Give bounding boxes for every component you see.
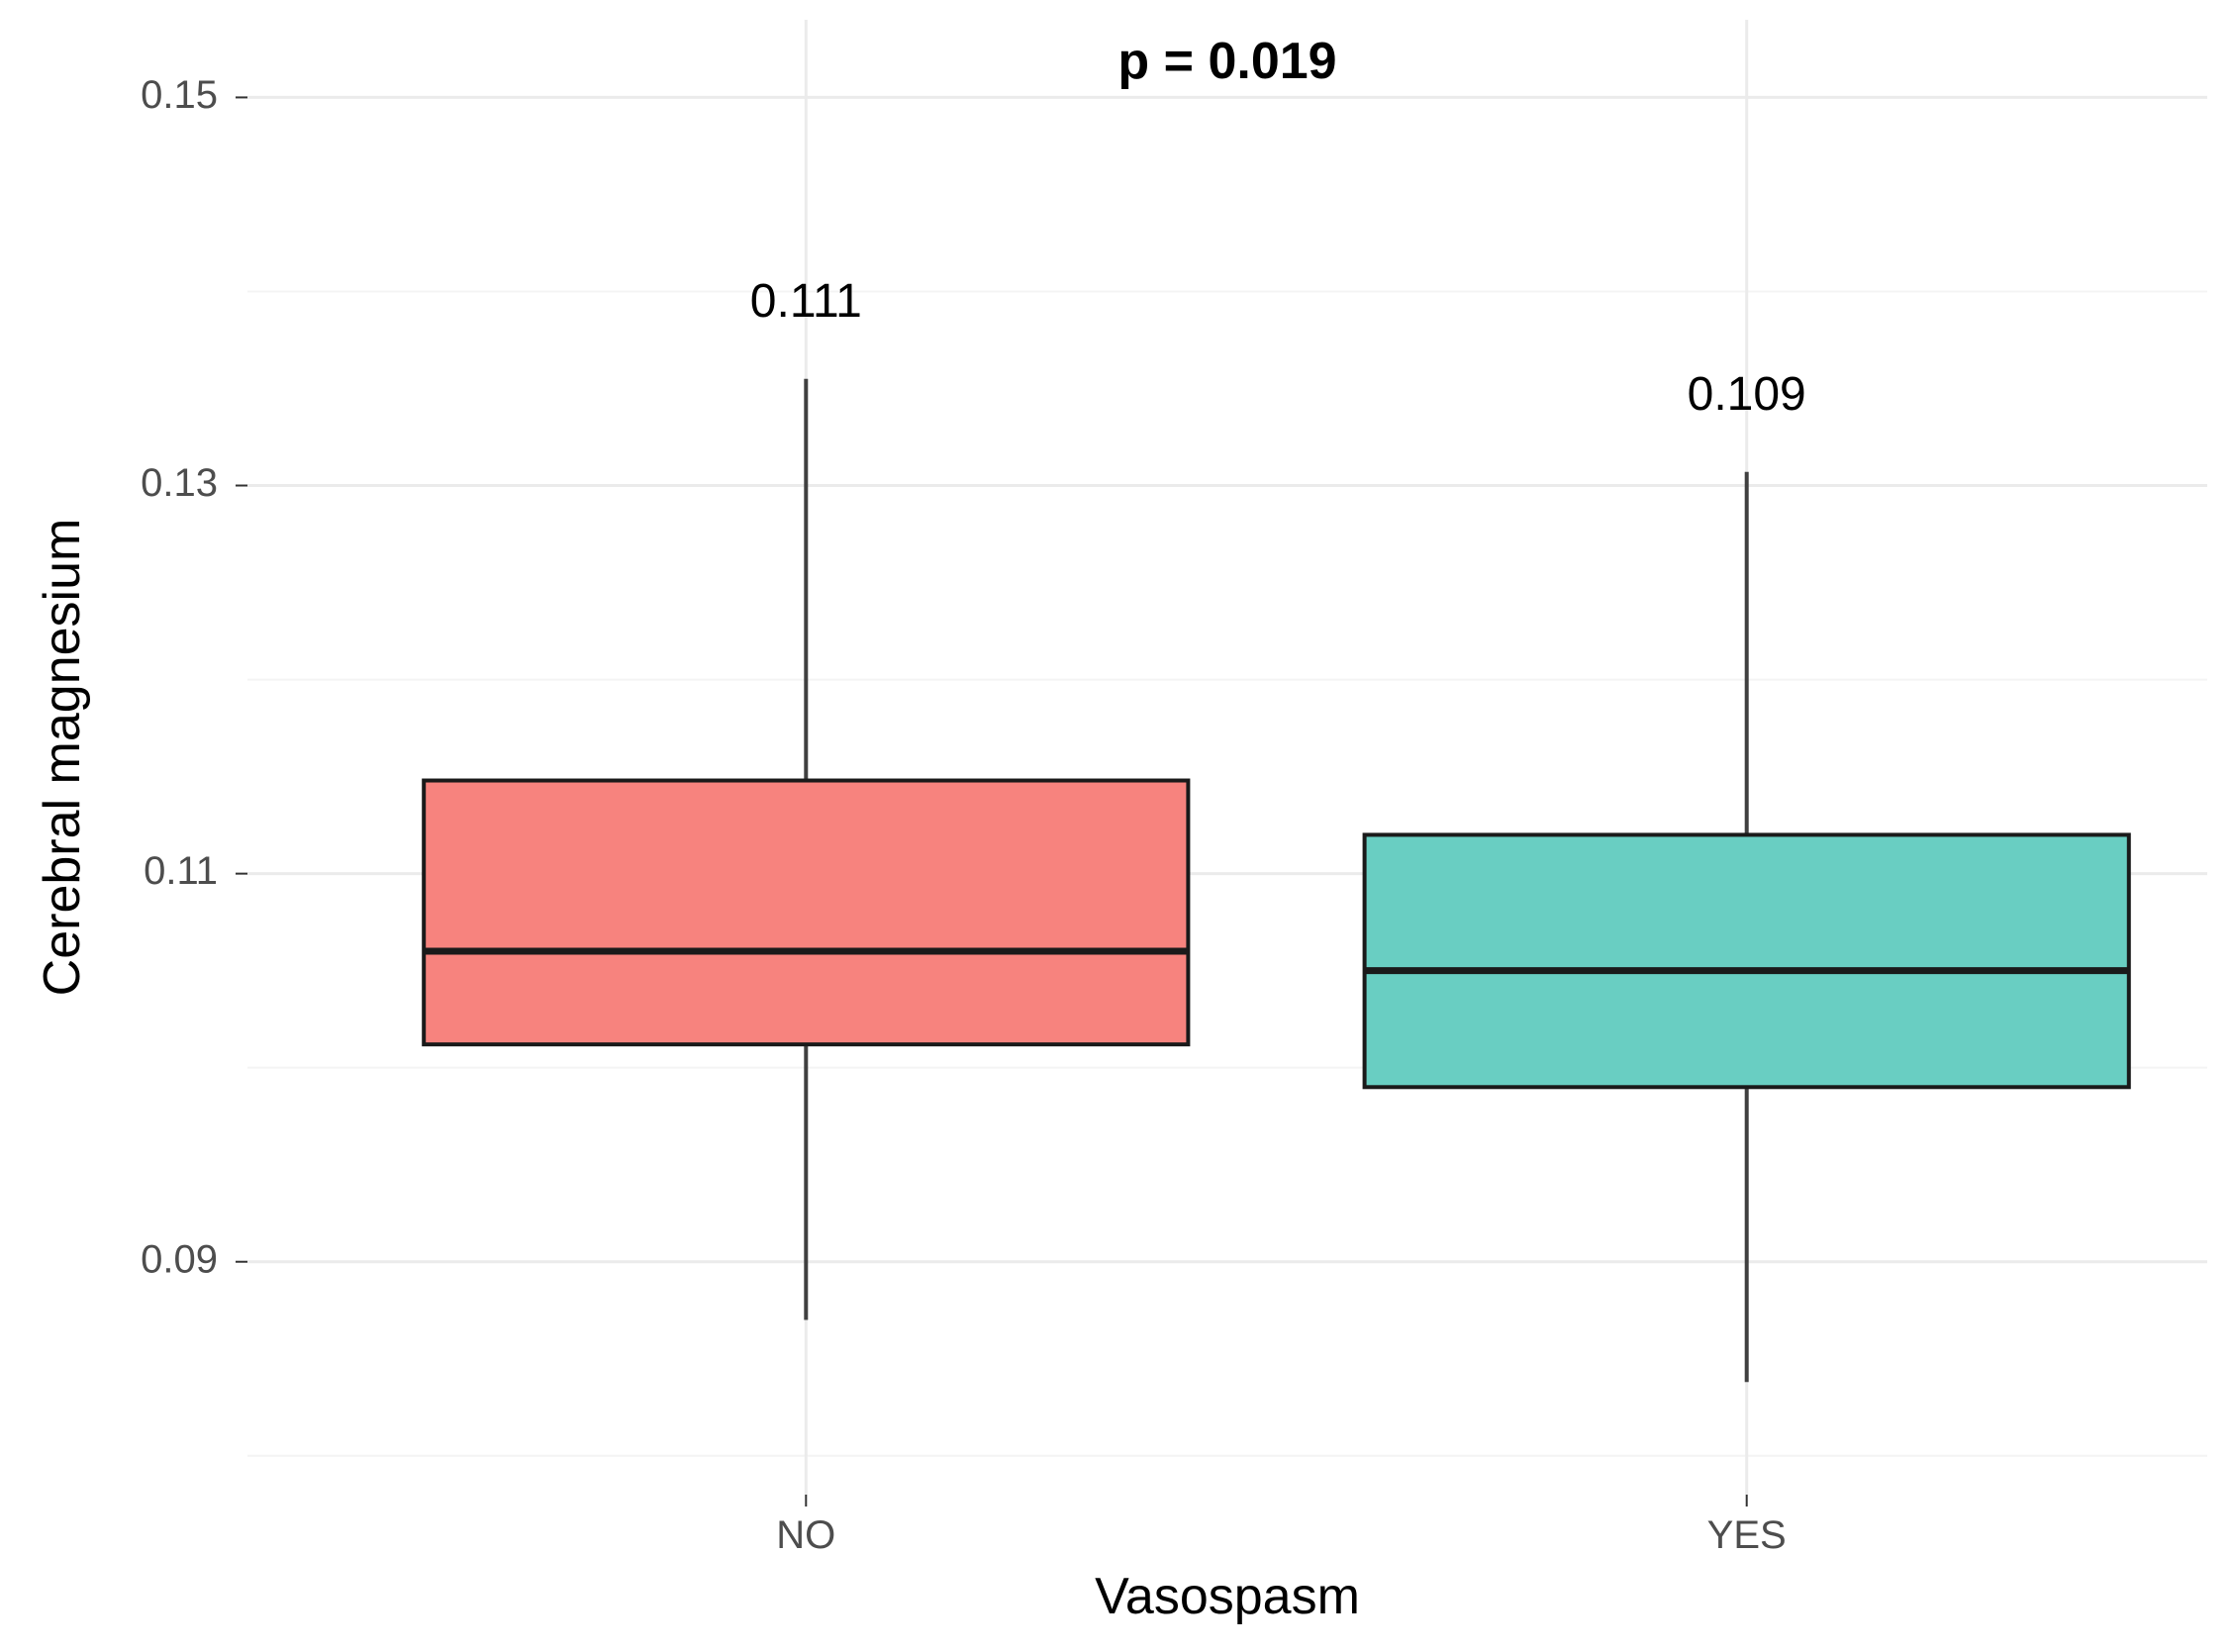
x-tick-label: NO: [776, 1513, 835, 1557]
p-value-label: p = 0.019: [1117, 33, 1336, 90]
x-tick-label: YES: [1707, 1513, 1787, 1557]
box-yes: [1365, 834, 2129, 1087]
box-annotation: 0.109: [1688, 368, 1806, 421]
chart-svg: 0.09 0.11 0.13 0.15 NO YES 0.111 0.109 p = 0.019…: [0, 0, 2232, 1652]
y-axis-title: Cerebral magnesium: [34, 519, 91, 997]
box-no: [424, 781, 1188, 1045]
box-annotation: 0.111: [750, 275, 862, 328]
y-tick-label: 0.13: [141, 461, 218, 505]
y-tick-label: 0.09: [141, 1237, 218, 1281]
boxplot-chart: 0.09 0.11 0.13 0.15 NO YES 0.111 0.109 p = 0.019…: [0, 0, 2232, 1652]
x-axis-title: Vasospasm: [1095, 1568, 1360, 1625]
y-tick-label: 0.15: [141, 73, 218, 117]
y-tick-label: 0.11: [144, 849, 218, 893]
